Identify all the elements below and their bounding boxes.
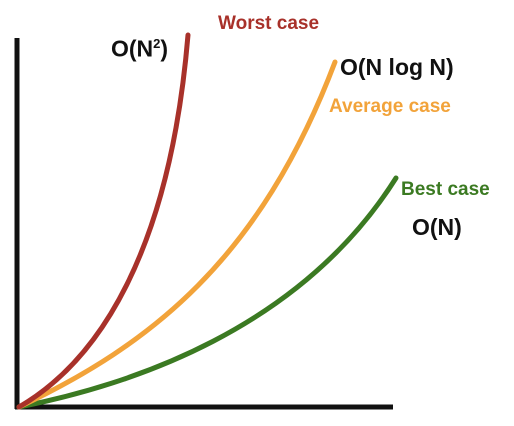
best-case-curve: [19, 178, 396, 407]
worst-case-curve: [19, 35, 188, 407]
worst-case-complexity: O(N2): [111, 37, 168, 61]
average-case-label: Average case: [329, 97, 451, 116]
best-case-label: Best case: [401, 180, 490, 199]
worst-complexity-base: O(N: [111, 36, 153, 62]
best-case-complexity: O(N): [412, 216, 462, 239]
worst-case-label: Worst case: [218, 14, 319, 33]
worst-complexity-close: ): [160, 36, 168, 62]
average-case-complexity: O(N log N): [340, 56, 454, 79]
